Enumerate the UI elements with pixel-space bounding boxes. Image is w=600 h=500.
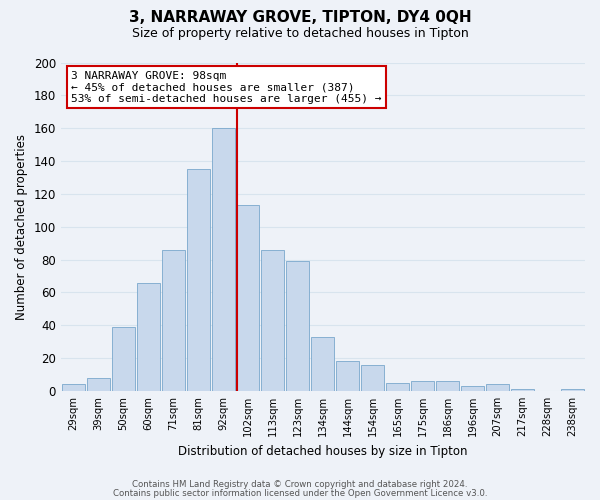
Text: 3, NARRAWAY GROVE, TIPTON, DY4 0QH: 3, NARRAWAY GROVE, TIPTON, DY4 0QH [128,10,472,25]
X-axis label: Distribution of detached houses by size in Tipton: Distribution of detached houses by size … [178,444,467,458]
Bar [461,386,484,391]
Bar [511,390,534,391]
Bar [286,261,310,391]
Bar [161,250,185,391]
Bar [337,362,359,391]
Bar [262,250,284,391]
Bar [436,381,459,391]
Bar [187,169,209,391]
Bar [87,378,110,391]
Bar [561,390,584,391]
Bar [361,364,385,391]
Bar [62,384,85,391]
Bar [112,327,134,391]
Bar [486,384,509,391]
Text: Contains HM Land Registry data © Crown copyright and database right 2024.: Contains HM Land Registry data © Crown c… [132,480,468,489]
Bar [137,282,160,391]
Bar [236,206,259,391]
Text: Size of property relative to detached houses in Tipton: Size of property relative to detached ho… [131,28,469,40]
Bar [212,128,235,391]
Y-axis label: Number of detached properties: Number of detached properties [15,134,28,320]
Text: Contains public sector information licensed under the Open Government Licence v3: Contains public sector information licen… [113,488,487,498]
Bar [311,336,334,391]
Bar [386,382,409,391]
Bar [411,381,434,391]
Text: 3 NARRAWAY GROVE: 98sqm
← 45% of detached houses are smaller (387)
53% of semi-d: 3 NARRAWAY GROVE: 98sqm ← 45% of detache… [71,70,382,104]
